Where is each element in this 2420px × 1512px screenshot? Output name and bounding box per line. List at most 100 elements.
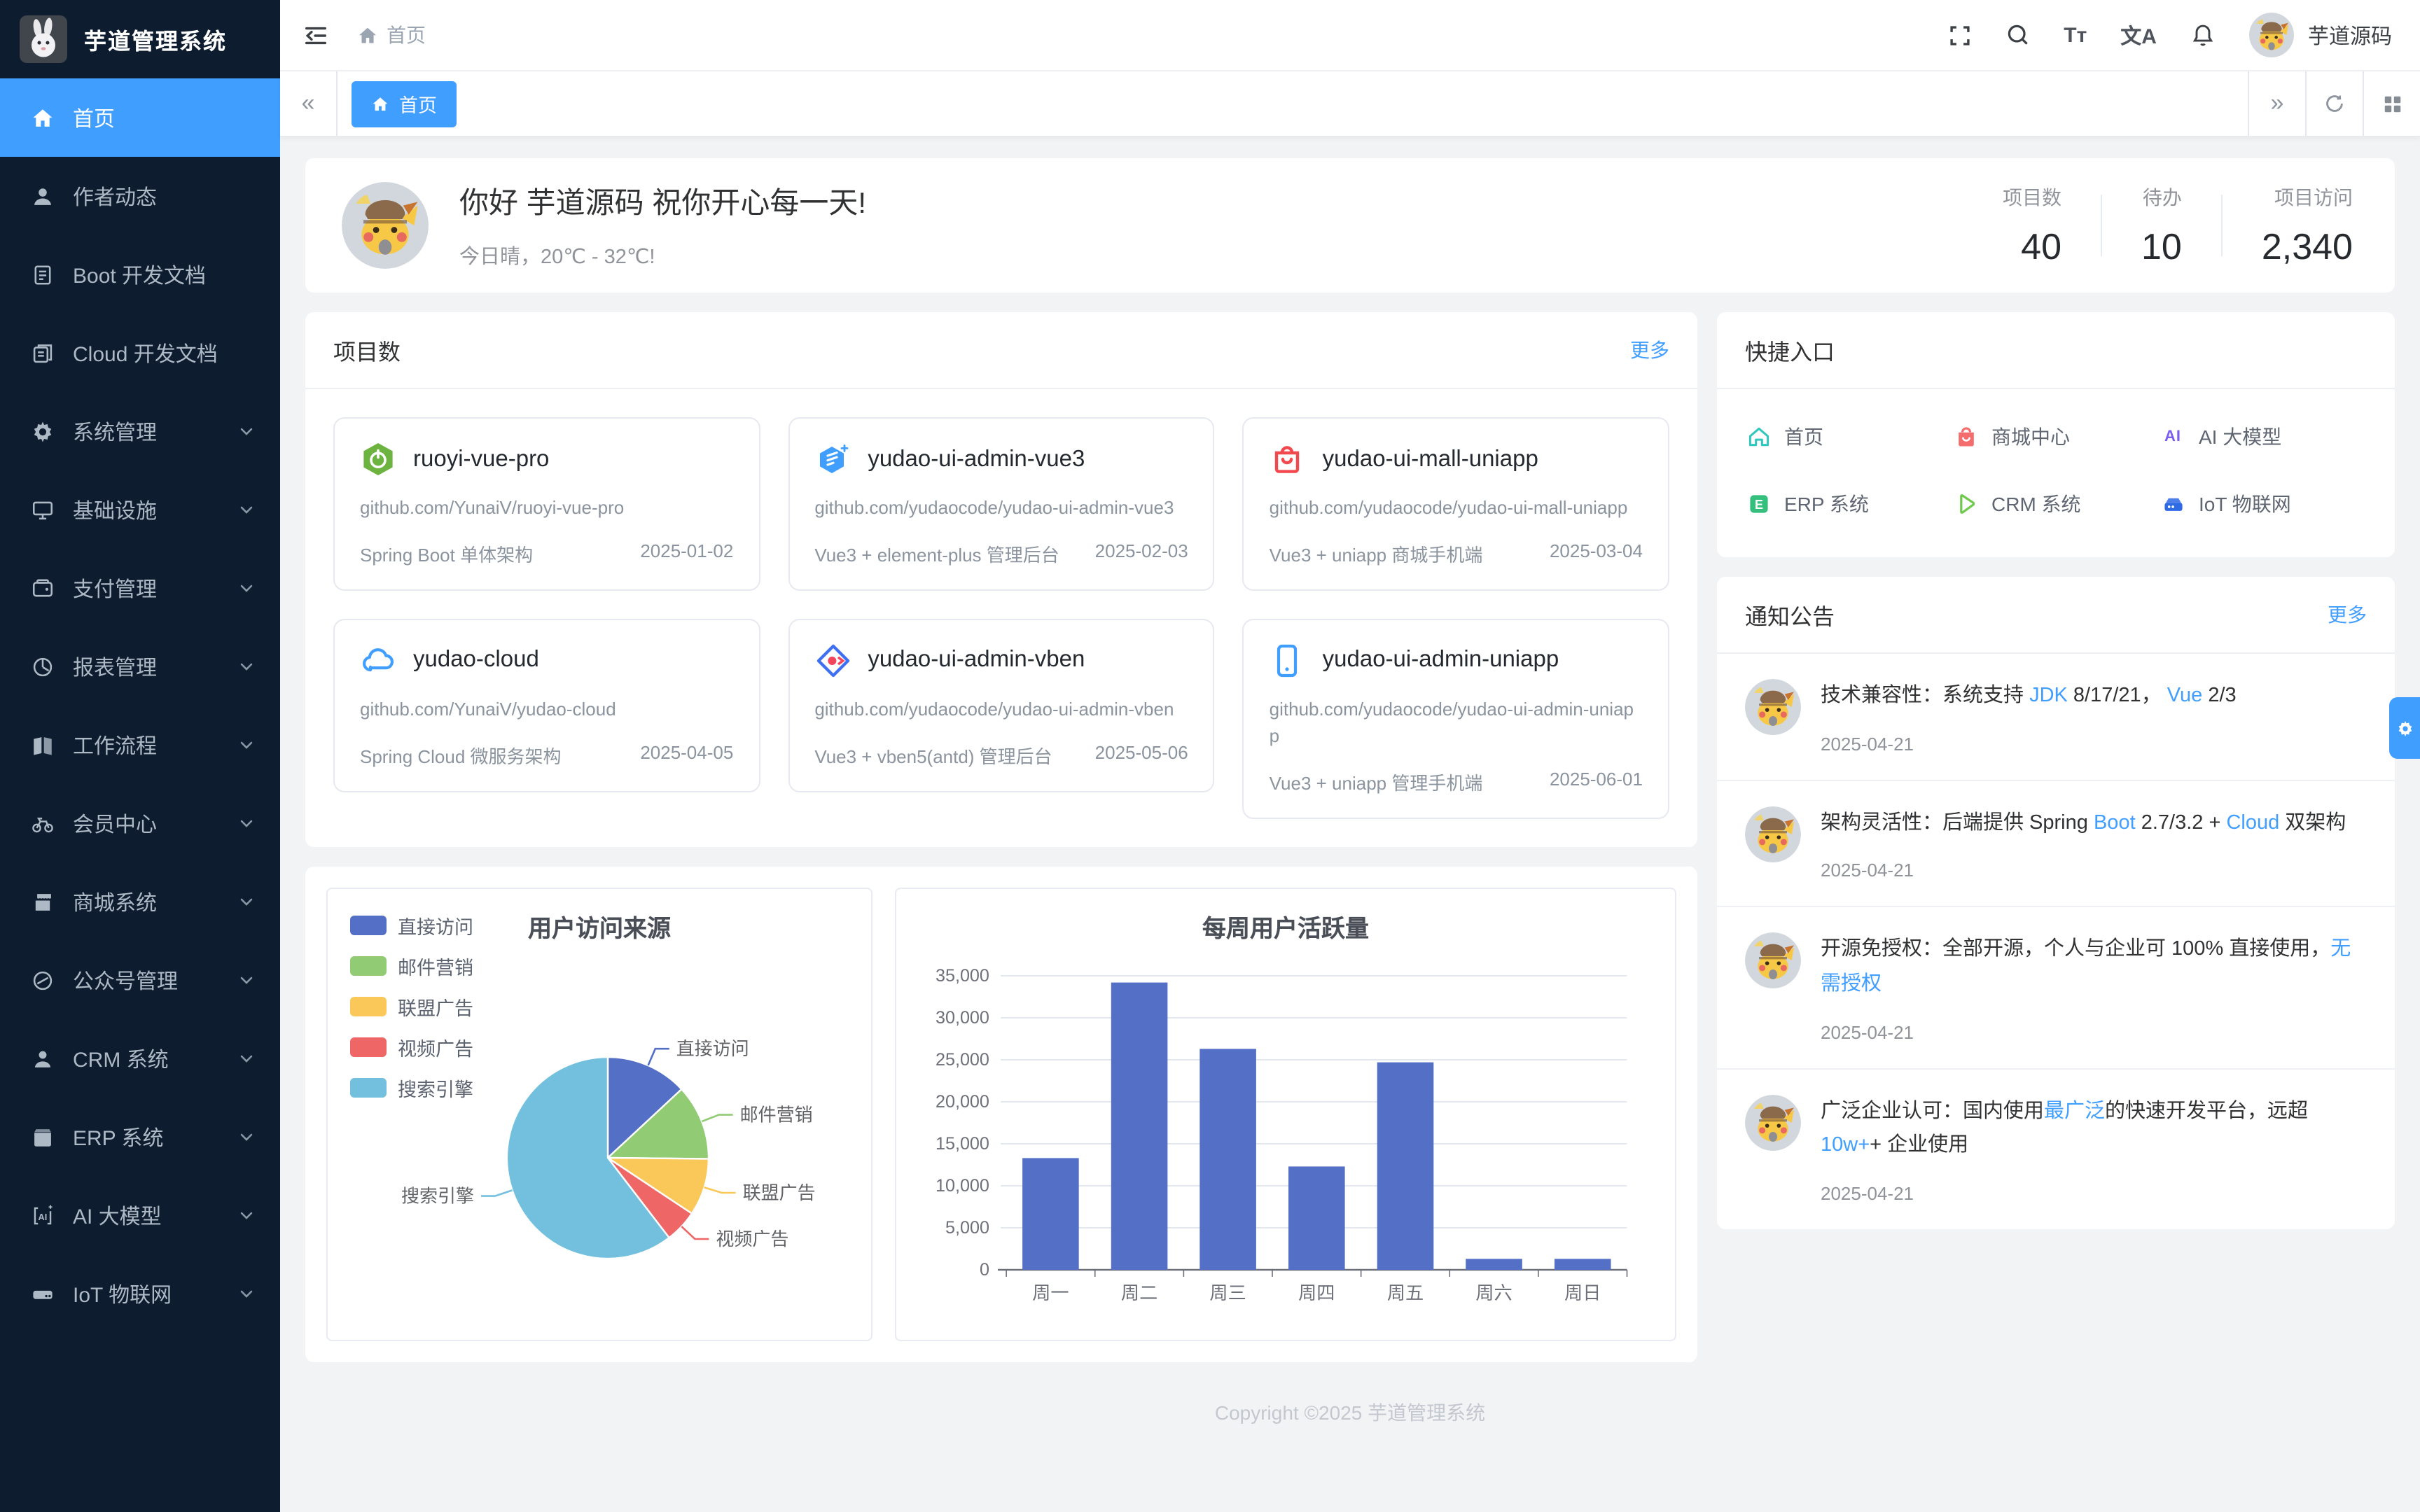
tab-menu-grid-icon[interactable]: [2363, 71, 2420, 136]
tab-home[interactable]: 首页: [352, 80, 457, 127]
pie-slice-4[interactable]: [506, 1055, 671, 1259]
notice-body: 广泛企业认可：国内使用最广泛的快速开发平台，远超 10w++ 企业使用 2025-…: [1821, 1094, 2367, 1204]
legend-item-1[interactable]: 邮件营销: [350, 951, 473, 979]
y-axis-tick-label: 35,000: [936, 965, 989, 985]
sidebar-item-home[interactable]: 首页: [0, 78, 280, 157]
sidebar-item-workflow[interactable]: 工作流程: [0, 706, 280, 784]
sidebar-item-author-news[interactable]: 作者动态: [0, 157, 280, 235]
search-icon[interactable]: [2005, 22, 2030, 48]
sidebar-item-member-center[interactable]: 会员中心: [0, 784, 280, 862]
sidebar-item-ai-model[interactable]: AI AI 大模型: [0, 1176, 280, 1254]
person-icon: [28, 1044, 56, 1072]
user-avatar[interactable]: [2249, 13, 2294, 57]
documents-icon: [28, 339, 56, 367]
pie-label-line: [681, 1225, 709, 1240]
sidebar-item-report-mgmt[interactable]: 报表管理: [0, 627, 280, 706]
sidebar-item-iot[interactable]: IoT 物联网: [0, 1254, 280, 1333]
sidebar-item-system-mgmt[interactable]: 系统管理: [0, 392, 280, 470]
erp-square-icon: E: [1745, 491, 1772, 517]
quick-item-erp-system[interactable]: E ERP 系统: [1745, 490, 1952, 518]
sidebar-item-erp-system[interactable]: ERP 系统: [0, 1098, 280, 1176]
bar-周五[interactable]: [1377, 1061, 1434, 1270]
pie-slice-0[interactable]: [606, 1055, 683, 1159]
legend-item-2[interactable]: 联盟广告: [350, 992, 473, 1020]
home-icon: [373, 97, 388, 111]
bell-icon[interactable]: [2190, 22, 2216, 48]
project-card-yudao-ui-admin-uniapp[interactable]: yudao-ui-admin-uniapp github.com/yudaoco…: [1242, 618, 1669, 819]
project-card-yudao-ui-mall-uniapp[interactable]: yudao-ui-mall-uniapp github.com/yudaocod…: [1242, 417, 1669, 591]
projects-more-link[interactable]: 更多: [1630, 339, 1669, 361]
sidebar-item-crm-system[interactable]: CRM 系统: [0, 1019, 280, 1098]
bar-周四[interactable]: [1288, 1166, 1345, 1270]
stat-visits: 项目访问 2,340: [2261, 186, 2353, 267]
page-content: 你好 芋道源码 祝你开心每一天! 今日晴，20℃ - 32℃! 项目数 40 待…: [280, 137, 2420, 1512]
tabs-scroll-right-icon[interactable]: »: [2248, 71, 2305, 136]
chevron-down-icon: [238, 815, 255, 832]
chevron-down-icon: [238, 1128, 255, 1145]
bar-周六[interactable]: [1466, 1258, 1522, 1270]
chevron-down-icon: [238, 1285, 255, 1302]
sidebar-item-infrastructure[interactable]: 基础设施: [0, 470, 280, 549]
username[interactable]: 芋道源码: [2307, 24, 2392, 48]
notice-item-3[interactable]: 广泛企业认可：国内使用最广泛的快速开发平台，远超 10w++ 企业使用 2025-…: [1717, 1068, 2395, 1229]
pie-slice-1[interactable]: [605, 1087, 710, 1159]
refresh-icon[interactable]: [2305, 71, 2363, 136]
project-card-yudao-ui-admin-vben[interactable]: yudao-ui-admin-vben github.com/yudaocode…: [788, 618, 1215, 792]
logo-image: [20, 15, 67, 63]
tabs-scroll-left-icon[interactable]: «: [280, 71, 338, 136]
notices-more-link[interactable]: 更多: [2328, 603, 2367, 626]
notice-body: 技术兼容性：系统支持 JDK 8/17/21， Vue 2/3 2025-04-2…: [1821, 679, 2367, 754]
bar-chart: 0 5,000 10,000 15,000 20,000 25,000 30,000 35,0…: [936, 965, 1628, 1303]
notice-item-0[interactable]: 技术兼容性：系统支持 JDK 8/17/21， Vue 2/3 2025-04-2…: [1717, 654, 2395, 779]
gear-icon: [28, 417, 56, 445]
quick-item-iot[interactable]: IoT 物联网: [2160, 490, 2367, 518]
project-card-yudao-cloud[interactable]: yudao-cloud github.com/YunaiV/yudao-clou…: [333, 618, 760, 792]
legend-item-3[interactable]: 视频广告: [350, 1032, 473, 1060]
sidebar-item-boot-docs[interactable]: Boot 开发文档: [0, 235, 280, 314]
notice-body: 架构灵活性：后端提供 Spring Boot 2.7/3.2 + Cloud 双…: [1821, 806, 2367, 881]
notice-item-2[interactable]: 开源免授权：全部开源，个人与企业可 100% 直接使用，无需授权 2025-04-…: [1717, 906, 2395, 1068]
legend-item-4[interactable]: 搜索引擎: [350, 1073, 473, 1101]
legend-swatch: [350, 1037, 387, 1057]
greeting-card: 你好 芋道源码 祝你开心每一天! 今日晴，20℃ - 32℃! 项目数 40 待…: [305, 158, 2395, 293]
sidebar-item-official-account[interactable]: 公众号管理: [0, 941, 280, 1019]
iot-server-icon: [2160, 491, 2186, 517]
pie-legend: 直接访问邮件营销联盟广告视频广告搜索引擎: [350, 911, 473, 1114]
bar-周二[interactable]: [1111, 981, 1168, 1270]
bar-周一[interactable]: [1022, 1157, 1079, 1270]
quick-entry-title: 快捷入口: [1745, 342, 1835, 365]
sidebar-item-cloud-docs[interactable]: Cloud 开发文档: [0, 314, 280, 392]
ai-icon: AI: [28, 1201, 56, 1229]
sidebar-item-mall-system[interactable]: 商城系统: [0, 862, 280, 941]
app-logo[interactable]: 芋道管理系统: [0, 0, 280, 78]
legend-label: 搜索引擎: [398, 1079, 473, 1100]
quick-item-crm-system[interactable]: CRM 系统: [1952, 490, 2160, 518]
bicycle-icon: [28, 809, 56, 837]
bar-chart-title: 每周用户活跃量: [1202, 915, 1369, 942]
projects-panel-header: 项目数 更多: [305, 312, 1697, 389]
project-card-yudao-ui-admin-vue3[interactable]: yudao-ui-admin-vue3 github.com/yudaocode…: [788, 417, 1215, 591]
font-size-icon[interactable]: Tт: [2064, 23, 2087, 47]
box-icon: [28, 1123, 56, 1151]
settings-drawer-button[interactable]: [2389, 697, 2420, 759]
bar-周三[interactable]: [1199, 1048, 1256, 1270]
y-axis-tick-label: 5,000: [945, 1217, 989, 1237]
chevron-down-icon: [238, 972, 255, 988]
quick-item-ai-model[interactable]: AI AI 大模型: [2160, 423, 2367, 451]
sidebar-item-payment-mgmt[interactable]: 支付管理: [0, 549, 280, 627]
pie-icon: [28, 652, 56, 680]
collapse-sidebar-icon[interactable]: [302, 22, 329, 48]
fullscreen-icon[interactable]: [1947, 23, 1971, 47]
svg-text:E: E: [1754, 498, 1762, 512]
quick-item-home[interactable]: 首页: [1745, 423, 1952, 451]
language-icon[interactable]: 文A: [2120, 24, 2157, 48]
stat-divider: [2101, 195, 2102, 256]
legend-item-0[interactable]: 直接访问: [350, 911, 473, 939]
project-card-ruoyi-vue-pro[interactable]: ruoyi-vue-pro github.com/YunaiV/ruoyi-vu…: [333, 417, 760, 591]
quick-item-mall-center[interactable]: 商城中心: [1952, 423, 2160, 451]
bar-周日[interactable]: [1554, 1258, 1611, 1270]
notice-item-1[interactable]: 架构灵活性：后端提供 Spring Boot 2.7/3.2 + Cloud 双…: [1717, 779, 2395, 906]
pie-slice-label: 直接访问: [676, 1037, 749, 1058]
pie-label-line: [704, 1186, 736, 1194]
breadcrumb[interactable]: 首页: [357, 21, 426, 49]
